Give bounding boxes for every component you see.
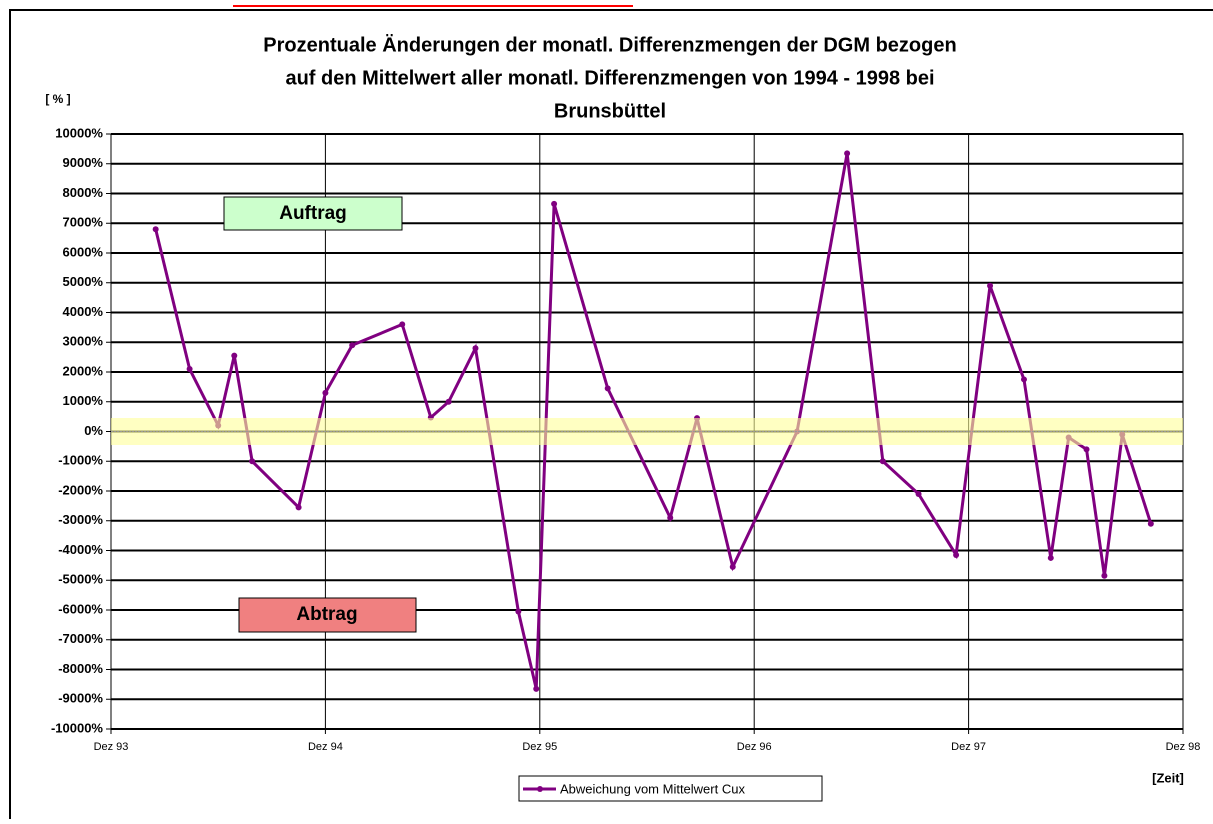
chart-title: auf den Mittelwert aller monatl. Differe… — [285, 67, 934, 89]
y-tick-label: -3000% — [58, 512, 103, 527]
y-tick-label: -4000% — [58, 542, 103, 557]
x-tick-label: Dez 98 — [1166, 741, 1201, 753]
data-point — [953, 551, 960, 558]
series-line — [154, 153, 1153, 690]
data-point — [1147, 520, 1154, 527]
data-point — [1047, 554, 1054, 561]
frame — [9, 9, 1213, 824]
data-point — [249, 458, 256, 465]
data-point — [844, 150, 851, 157]
x-axis-label: [Zeit] — [1152, 770, 1184, 785]
y-tick-label: -7000% — [58, 631, 103, 646]
x-tick-label: Dez 95 — [522, 741, 557, 753]
y-tick-label: -2000% — [58, 482, 103, 497]
data-point — [1101, 572, 1108, 579]
y-axis-label: [ % ] — [45, 92, 70, 106]
y-tick-label: -10000% — [51, 720, 103, 735]
data-point — [515, 608, 522, 615]
x-tick-label: Dez 93 — [94, 741, 129, 753]
y-tick-label: 0% — [84, 423, 103, 438]
data-point — [1020, 376, 1027, 383]
y-tick-label: -9000% — [58, 691, 103, 706]
annotation: Abtrag — [296, 604, 357, 625]
legend — [518, 775, 823, 802]
y-tick-label: 7000% — [63, 215, 104, 230]
data-point — [1083, 446, 1090, 453]
data-point — [472, 345, 479, 352]
annotation: Auftrag — [279, 203, 347, 224]
data-point — [152, 226, 159, 233]
y-tick-label: 3000% — [63, 334, 104, 349]
y-tick-label: 1000% — [63, 393, 104, 408]
y-tick-label: 2000% — [63, 363, 104, 378]
x-tick-label: Dez 96 — [737, 741, 772, 753]
data-point — [987, 282, 994, 289]
y-tick-label: 6000% — [63, 244, 104, 259]
data-point — [399, 321, 406, 328]
data-point — [349, 342, 356, 349]
y-tick-label: 4000% — [63, 304, 104, 319]
chart-title: Brunsbüttel — [554, 100, 666, 122]
y-tick-label: -5000% — [58, 572, 103, 587]
data-point — [729, 563, 736, 570]
data-point — [915, 490, 922, 497]
data-point — [445, 398, 452, 405]
data-point — [879, 458, 886, 465]
annotation-box — [238, 597, 417, 633]
y-tick-label: 10000% — [55, 125, 103, 140]
data-point — [551, 200, 558, 207]
legend-swatch — [537, 786, 543, 792]
data-point — [533, 685, 540, 692]
x-tick-label: Dez 97 — [951, 741, 986, 753]
y-tick-label: 8000% — [63, 185, 104, 200]
data-point — [295, 504, 302, 511]
y-tick-label: 9000% — [63, 155, 104, 170]
data-point — [667, 514, 674, 521]
data-point — [322, 389, 329, 396]
y-tick-label: -6000% — [58, 601, 103, 616]
y-tick-label: -8000% — [58, 661, 103, 676]
data-point — [186, 366, 193, 373]
data-point — [604, 385, 611, 392]
chart-title: Prozentuale Änderungen der monatl. Diffe… — [263, 33, 956, 56]
x-tick-label: Dez 94 — [308, 741, 343, 753]
legend-label: Abweichung vom Mittelwert Cux — [560, 781, 745, 796]
data-point — [231, 352, 238, 359]
y-tick-label: -1000% — [58, 453, 103, 468]
y-tick-label: 5000% — [63, 274, 104, 289]
annotation-box — [223, 196, 403, 231]
